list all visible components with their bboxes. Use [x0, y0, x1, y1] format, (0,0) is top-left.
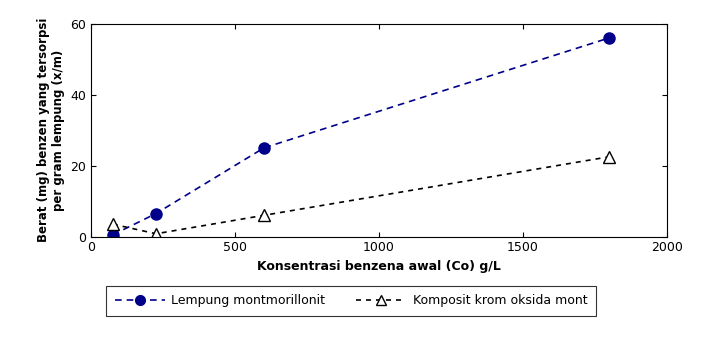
- Legend: Lempung montmorillonit, Komposit krom oksida mont: Lempung montmorillonit, Komposit krom ok…: [106, 286, 596, 316]
- Y-axis label: Berat (mg) benzen yang tersorpsi
per gram lempung (x/m): Berat (mg) benzen yang tersorpsi per gra…: [37, 18, 65, 242]
- X-axis label: Konsentrasi benzena awal (Co) g/L: Konsentrasi benzena awal (Co) g/L: [257, 260, 501, 273]
